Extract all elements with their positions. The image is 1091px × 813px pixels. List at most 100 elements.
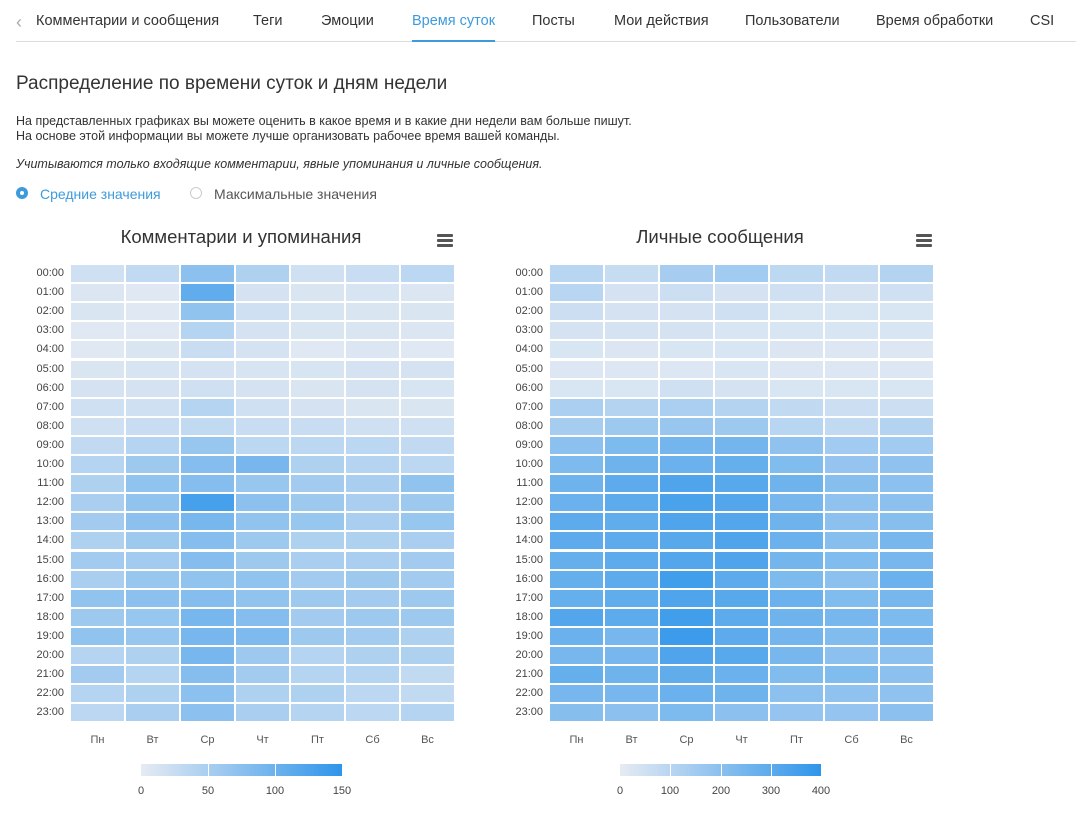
heatmap-cell[interactable] [605, 379, 658, 397]
heatmap-cell[interactable] [346, 589, 399, 607]
heatmap-cell[interactable] [825, 685, 878, 703]
tab-7[interactable]: Время обработки [876, 13, 994, 29]
heatmap-cell[interactable] [715, 341, 768, 359]
tab-2[interactable]: Эмоции [321, 13, 374, 29]
heatmap-cell[interactable] [770, 570, 823, 588]
heatmap-cell[interactable] [126, 284, 179, 302]
heatmap-cell[interactable] [660, 284, 713, 302]
heatmap-cell[interactable] [291, 360, 344, 378]
heatmap-cell[interactable] [236, 494, 289, 512]
heatmap-cell[interactable] [126, 398, 179, 416]
heatmap-cell[interactable] [71, 589, 124, 607]
heatmap-cell[interactable] [715, 608, 768, 626]
heatmap-cell[interactable] [605, 627, 658, 645]
heatmap-cell[interactable] [291, 417, 344, 435]
heatmap-cell[interactable] [825, 341, 878, 359]
heatmap-cell[interactable] [181, 704, 234, 722]
heatmap-cell[interactable] [71, 685, 124, 703]
heatmap-cell[interactable] [236, 398, 289, 416]
heatmap-cell[interactable] [126, 551, 179, 569]
heatmap-cell[interactable] [660, 475, 713, 493]
heatmap-cell[interactable] [550, 475, 603, 493]
heatmap-cell[interactable] [71, 647, 124, 665]
heatmap-cell[interactable] [401, 475, 454, 493]
heatmap-cell[interactable] [71, 666, 124, 684]
heatmap-cell[interactable] [660, 666, 713, 684]
tab-3[interactable]: Время суток [412, 13, 496, 42]
heatmap-cell[interactable] [291, 284, 344, 302]
heatmap-cell[interactable] [825, 704, 878, 722]
heatmap-cell[interactable] [346, 303, 399, 321]
tab-8[interactable]: CSI [1030, 13, 1055, 29]
heatmap-cell[interactable] [550, 322, 603, 340]
heatmap-cell[interactable] [181, 398, 234, 416]
heatmap-cell[interactable] [605, 284, 658, 302]
heatmap-cell[interactable] [605, 322, 658, 340]
heatmap-cell[interactable] [236, 322, 289, 340]
heatmap-cell[interactable] [236, 608, 289, 626]
heatmap-cell[interactable] [401, 532, 454, 550]
heatmap-cell[interactable] [401, 456, 454, 474]
heatmap-cell[interactable] [71, 475, 124, 493]
heatmap-cell[interactable] [880, 398, 933, 416]
heatmap-cell[interactable] [825, 647, 878, 665]
heatmap-cell[interactable] [71, 704, 124, 722]
heatmap-cell[interactable] [880, 647, 933, 665]
heatmap-cell[interactable] [605, 398, 658, 416]
heatmap-cell[interactable] [605, 589, 658, 607]
heatmap-cell[interactable] [605, 456, 658, 474]
heatmap-cell[interactable] [236, 265, 289, 283]
heatmap-cell[interactable] [770, 341, 823, 359]
heatmap-cell[interactable] [605, 647, 658, 665]
heatmap-cell[interactable] [715, 494, 768, 512]
chevron-left-icon[interactable]: ‹ [16, 12, 22, 32]
heatmap-cell[interactable] [346, 685, 399, 703]
heatmap-cell[interactable] [71, 436, 124, 454]
heatmap-cell[interactable] [346, 417, 399, 435]
heatmap-cell[interactable] [715, 436, 768, 454]
heatmap-cell[interactable] [71, 551, 124, 569]
heatmap-cell[interactable] [550, 589, 603, 607]
heatmap-cell[interactable] [71, 608, 124, 626]
heatmap-cell[interactable] [126, 322, 179, 340]
heatmap-cell[interactable] [880, 360, 933, 378]
heatmap-cell[interactable] [236, 303, 289, 321]
heatmap-cell[interactable] [401, 608, 454, 626]
heatmap-cell[interactable] [126, 341, 179, 359]
heatmap-cell[interactable] [880, 589, 933, 607]
heatmap-cell[interactable] [126, 265, 179, 283]
heatmap-cell[interactable] [660, 494, 713, 512]
heatmap-cell[interactable] [291, 341, 344, 359]
heatmap-cell[interactable] [660, 551, 713, 569]
heatmap-cell[interactable] [825, 284, 878, 302]
heatmap-cell[interactable] [401, 570, 454, 588]
heatmap-cell[interactable] [770, 456, 823, 474]
heatmap-cell[interactable] [291, 456, 344, 474]
heatmap-cell[interactable] [126, 475, 179, 493]
heatmap-cell[interactable] [715, 627, 768, 645]
heatmap-cell[interactable] [550, 627, 603, 645]
heatmap-cell[interactable] [346, 513, 399, 531]
heatmap-cell[interactable] [236, 436, 289, 454]
heatmap-cell[interactable] [715, 589, 768, 607]
heatmap-cell[interactable] [770, 360, 823, 378]
heatmap-cell[interactable] [770, 494, 823, 512]
heatmap-cell[interactable] [660, 360, 713, 378]
heatmap-cell[interactable] [715, 475, 768, 493]
heatmap-cell[interactable] [71, 360, 124, 378]
heatmap-cell[interactable] [291, 551, 344, 569]
heatmap-cell[interactable] [71, 417, 124, 435]
heatmap-cell[interactable] [715, 265, 768, 283]
heatmap-cell[interactable] [660, 265, 713, 283]
heatmap-cell[interactable] [715, 417, 768, 435]
heatmap-cell[interactable] [126, 360, 179, 378]
heatmap-cell[interactable] [126, 379, 179, 397]
heatmap-cell[interactable] [770, 417, 823, 435]
heatmap-cell[interactable] [550, 608, 603, 626]
heatmap-cell[interactable] [181, 456, 234, 474]
heatmap-cell[interactable] [71, 379, 124, 397]
heatmap-cell[interactable] [346, 379, 399, 397]
heatmap-cell[interactable] [126, 666, 179, 684]
heatmap-cell[interactable] [715, 322, 768, 340]
heatmap-cell[interactable] [550, 360, 603, 378]
